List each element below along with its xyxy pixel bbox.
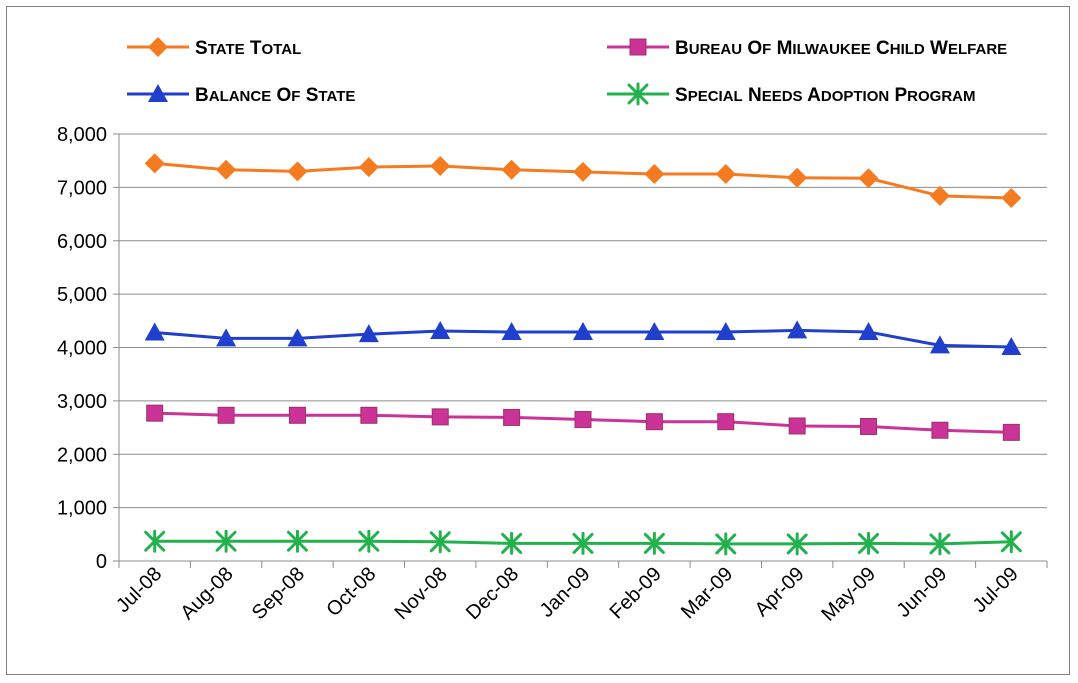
legend: STATE TOTAL BUREAU OF MILWAUKEE CHILD WEL… xyxy=(127,37,1007,106)
data-point xyxy=(144,153,165,174)
legend-item-special-needs-adoption-program: SPECIAL NEEDS ADOPTION PROGRAM xyxy=(607,82,975,106)
data-point xyxy=(144,322,165,341)
data-point xyxy=(786,532,808,556)
legend-marker xyxy=(629,38,647,56)
legend-item-bureau-of-milwaukee-child-welfare: BUREAU OF MILWAUKEE CHILD WELFARE xyxy=(607,38,1007,59)
line-chart: 0 1,000 2,000 3,000 4,000 5,000 6,000 7,000 8,00… xyxy=(57,37,1048,626)
x-tick-label: Oct-08 xyxy=(322,563,380,621)
data-point xyxy=(929,335,950,354)
data-point xyxy=(503,408,521,426)
y-tick-label: 6,000 xyxy=(57,231,107,253)
data-point xyxy=(287,328,308,347)
x-tick-label: Aug-08 xyxy=(176,563,237,624)
data-point xyxy=(645,413,663,431)
x-tick-label: Feb-09 xyxy=(606,563,666,623)
data-point xyxy=(787,167,808,188)
x-tick-label: Mar-09 xyxy=(677,563,737,623)
x-tick-label: Jun-09 xyxy=(893,563,952,622)
y-tick-label: 5,000 xyxy=(57,284,107,306)
data-point xyxy=(144,529,166,553)
y-tick-label: 1,000 xyxy=(57,498,107,520)
data-point xyxy=(501,322,522,341)
data-point xyxy=(360,406,378,424)
x-tick-label: Jul-09 xyxy=(969,563,1023,617)
y-tick-label: 2,000 xyxy=(57,444,107,466)
data-point xyxy=(501,531,523,555)
data-point xyxy=(1002,423,1020,441)
legend-item-state-total: STATE TOTAL xyxy=(127,37,301,59)
x-tick-label: Sep-08 xyxy=(248,563,309,624)
data-point xyxy=(1001,336,1022,355)
x-tick-label: Dec-08 xyxy=(462,563,523,624)
data-point xyxy=(572,531,594,555)
legend-label: SPECIAL NEEDS ADOPTION PROGRAM xyxy=(675,85,975,106)
data-point xyxy=(929,185,950,206)
data-point xyxy=(573,322,593,341)
data-point xyxy=(288,406,306,424)
y-tick-label: 3,000 xyxy=(57,391,107,413)
data-point xyxy=(430,320,451,339)
data-point xyxy=(788,417,806,435)
data-point xyxy=(217,406,235,424)
data-point xyxy=(787,320,808,339)
legend-marker xyxy=(148,84,168,102)
legend-label: BUREAU OF MILWAUKEE CHILD WELFARE xyxy=(675,38,1007,59)
data-point xyxy=(501,159,522,180)
x-tick-label: Jan-09 xyxy=(536,563,595,622)
data-point xyxy=(858,168,879,189)
data-point xyxy=(644,164,665,185)
data-point xyxy=(573,161,593,182)
data-point xyxy=(1001,188,1022,209)
data-point xyxy=(429,530,451,554)
legend-label: STATE TOTAL xyxy=(195,38,301,59)
data-point xyxy=(1000,530,1022,554)
y-tick-label: 7,000 xyxy=(57,177,107,199)
legend-marker xyxy=(148,37,168,57)
series-bureau-of-milwaukee-child-welfare xyxy=(146,404,1020,441)
series-special-needs-adoption-program xyxy=(144,529,1022,556)
chart-frame: 0 1,000 2,000 3,000 4,000 5,000 6,000 7,000 8,00… xyxy=(6,6,1070,675)
x-tick-label: May-09 xyxy=(817,563,880,626)
legend-marker xyxy=(627,82,649,106)
data-point xyxy=(644,322,665,341)
data-point xyxy=(216,159,237,180)
data-point xyxy=(216,328,237,347)
data-point xyxy=(715,532,737,556)
data-point xyxy=(715,164,736,185)
axes: 0 1,000 2,000 3,000 4,000 5,000 6,000 7,000 8,00… xyxy=(57,124,1048,626)
data-point xyxy=(358,157,379,178)
y-tick-label: 0 xyxy=(96,551,107,573)
data-point xyxy=(215,529,237,553)
data-point xyxy=(860,417,878,435)
data-point xyxy=(574,411,592,429)
data-point xyxy=(146,404,164,422)
data-point xyxy=(717,413,735,431)
data-point xyxy=(358,324,379,343)
data-point xyxy=(929,532,951,556)
data-point xyxy=(358,529,380,553)
data-point xyxy=(287,161,308,182)
y-tick-label: 4,000 xyxy=(57,338,107,360)
data-point xyxy=(430,156,451,177)
series-lines xyxy=(144,153,1022,556)
legend-label: BALANCE OF STATE xyxy=(195,85,355,106)
series-balance-of-state xyxy=(144,320,1022,355)
data-point xyxy=(858,531,880,555)
data-point xyxy=(931,421,949,439)
x-tick-label: Apr-09 xyxy=(751,563,809,621)
data-point xyxy=(286,529,308,553)
y-tick-label: 8,000 xyxy=(57,124,107,146)
x-tick-label: Nov-08 xyxy=(391,563,452,624)
data-point xyxy=(858,322,879,341)
legend-item-balance-of-state: BALANCE OF STATE xyxy=(127,84,355,106)
grid-lines xyxy=(119,133,1047,509)
data-point xyxy=(715,322,736,341)
x-tick-label: Jul-08 xyxy=(112,563,166,617)
data-point xyxy=(643,531,665,555)
series-state-total xyxy=(144,153,1022,209)
data-point xyxy=(431,408,449,426)
